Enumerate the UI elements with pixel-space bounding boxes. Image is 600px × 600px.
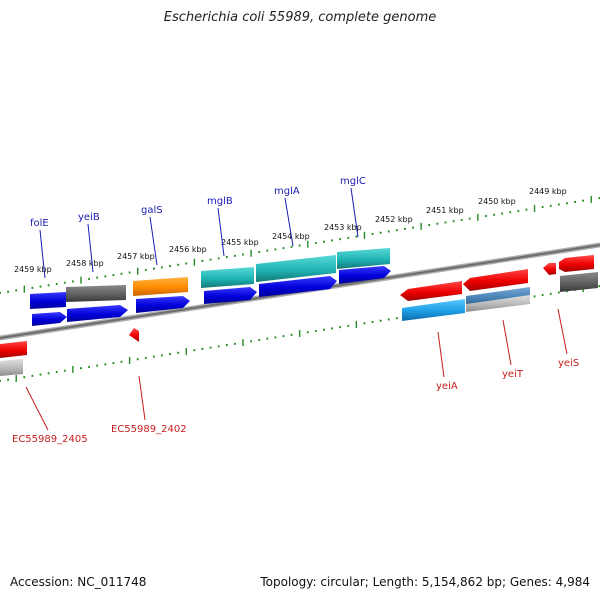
gene-label-mglB[interactable]: mglB: [207, 196, 233, 207]
label-leader: [87, 223, 94, 273]
gene-feature-unlabeled[interactable]: [204, 287, 257, 304]
scale-label: 2457 kbp: [117, 252, 155, 261]
gene-feature-mglC[interactable]: [337, 248, 390, 269]
label-leader: [39, 229, 46, 279]
gene-feature-mglB[interactable]: [201, 267, 254, 288]
bottom-gene-labels: yeiA yeiT yeiS EC55989_2405 EC55989_2402: [12, 308, 579, 445]
gene-label-yeiA[interactable]: yeiA: [436, 381, 458, 392]
gene-feature-folE[interactable]: [30, 292, 66, 309]
gene-feature-unlabeled[interactable]: [0, 341, 27, 358]
gene-feature-unlabeled[interactable]: [129, 328, 139, 342]
label-leader: [149, 216, 158, 266]
scale-label: 2449 kbp: [529, 187, 567, 196]
gene-feature-unlabeled[interactable]: [463, 269, 528, 291]
scale-label: 2454 kbp: [272, 232, 310, 241]
gene-label-yeiS[interactable]: yeiS: [558, 358, 579, 369]
gene-label-EC55989_2402[interactable]: EC55989_2402: [111, 424, 187, 435]
label-leader: [138, 375, 146, 421]
scale-label: 2450 kbp: [478, 197, 516, 206]
scale-label: 2452 kbp: [375, 215, 413, 224]
gene-feature-unlabeled[interactable]: [259, 276, 337, 297]
genome-stats-label: Topology: circular; Length: 5,154,862 bp…: [260, 575, 590, 589]
reverse-track: [0, 263, 556, 376]
scale-label: 2456 kbp: [169, 245, 207, 254]
scale-label: 2458 kbp: [66, 259, 104, 268]
genome-title: Escherichia coli 55989, complete genome: [163, 10, 437, 25]
gene-feature-unlabeled[interactable]: [32, 312, 67, 326]
gene-feature-unlabeled[interactable]: [0, 359, 23, 376]
gene-feature-unlabeled[interactable]: [466, 295, 530, 312]
gene-feature-unlabeled[interactable]: [560, 272, 598, 292]
label-leader: [437, 331, 445, 378]
scale-ticks-top: [0, 195, 600, 294]
gene-feature-galS[interactable]: [133, 277, 188, 296]
gene-feature-mglA[interactable]: [256, 255, 336, 282]
gene-label-galS[interactable]: galS: [141, 205, 163, 216]
gene-feature-unlabeled[interactable]: [136, 296, 190, 313]
gene-feature-yeiB[interactable]: [66, 285, 126, 302]
scale-label: 2453 kbp: [324, 223, 362, 232]
scale-label: 2459 kbp: [14, 265, 52, 274]
gene-feature-unlabeled[interactable]: [402, 299, 465, 321]
gene-feature-unlabeled[interactable]: [559, 255, 594, 272]
label-leader: [557, 308, 568, 355]
scale-label: 2451 kbp: [426, 206, 464, 215]
gene-label-folE[interactable]: folE: [30, 218, 49, 229]
gene-label-mglA[interactable]: mglA: [274, 186, 300, 197]
gene-label-EC55989_2405[interactable]: EC55989_2405: [12, 434, 88, 445]
label-leader: [350, 187, 359, 238]
label-leader: [284, 197, 294, 247]
gene-feature-unlabeled[interactable]: [339, 266, 391, 284]
gene-feature-unlabeled[interactable]: [67, 305, 128, 322]
gene-label-yeiB[interactable]: yeiB: [78, 212, 100, 223]
gene-label-mglC[interactable]: mglC: [340, 176, 366, 187]
gene-feature-unlabeled[interactable]: [400, 281, 462, 301]
top-gene-labels: folE yeiB galS mglB mglA mglC: [30, 176, 366, 279]
accession-label: Accession: NC_011748: [10, 575, 147, 589]
label-leader: [217, 207, 225, 257]
gene-feature-unlabeled[interactable]: [543, 263, 556, 275]
label-leader: [25, 386, 49, 431]
label-leader: [502, 319, 512, 366]
gene-label-yeiT[interactable]: yeiT: [502, 369, 524, 380]
scale-label: 2455 kbp: [221, 238, 259, 247]
forward-track: [30, 248, 598, 309]
